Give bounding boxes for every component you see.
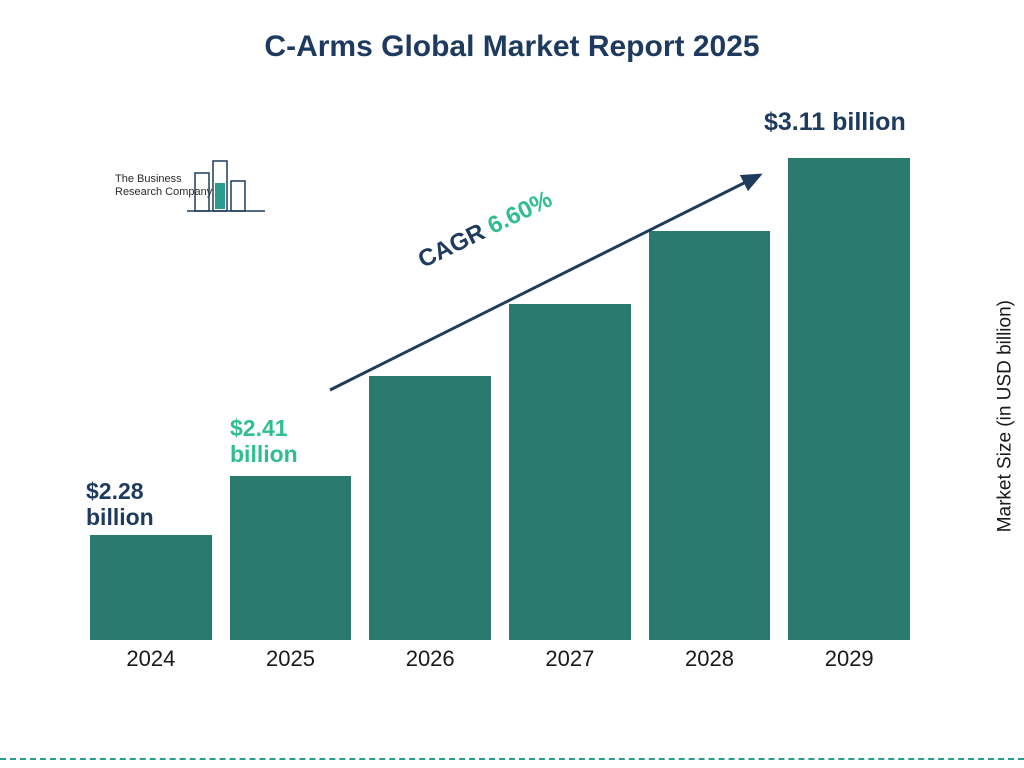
bar-wrap: 2027	[509, 304, 631, 640]
x-tick-label: 2024	[90, 646, 212, 672]
x-tick-label: 2028	[649, 646, 771, 672]
x-tick-label: 2027	[509, 646, 631, 672]
bar	[509, 304, 631, 640]
value-label: $2.41billion	[230, 415, 298, 468]
bar-wrap: 2026	[369, 376, 491, 640]
bar	[649, 231, 771, 640]
bar-wrap: 2029	[788, 158, 910, 640]
bar	[788, 158, 910, 640]
bar-wrap: 2024	[90, 535, 212, 640]
x-tick-label: 2029	[788, 646, 910, 672]
y-axis-label: Market Size (in USD billion)	[994, 300, 1016, 532]
x-tick-label: 2025	[230, 646, 352, 672]
chart-title: C-Arms Global Market Report 2025	[0, 30, 1024, 64]
bar	[230, 476, 352, 640]
x-tick-label: 2026	[369, 646, 491, 672]
bar	[90, 535, 212, 640]
bar-wrap: 2025	[230, 476, 352, 640]
footer-dashed-line	[0, 758, 1024, 760]
value-label: $3.11 billion	[764, 108, 906, 137]
value-label: $2.28billion	[86, 478, 154, 531]
bar-wrap: 2028	[649, 231, 771, 640]
bar	[369, 376, 491, 640]
